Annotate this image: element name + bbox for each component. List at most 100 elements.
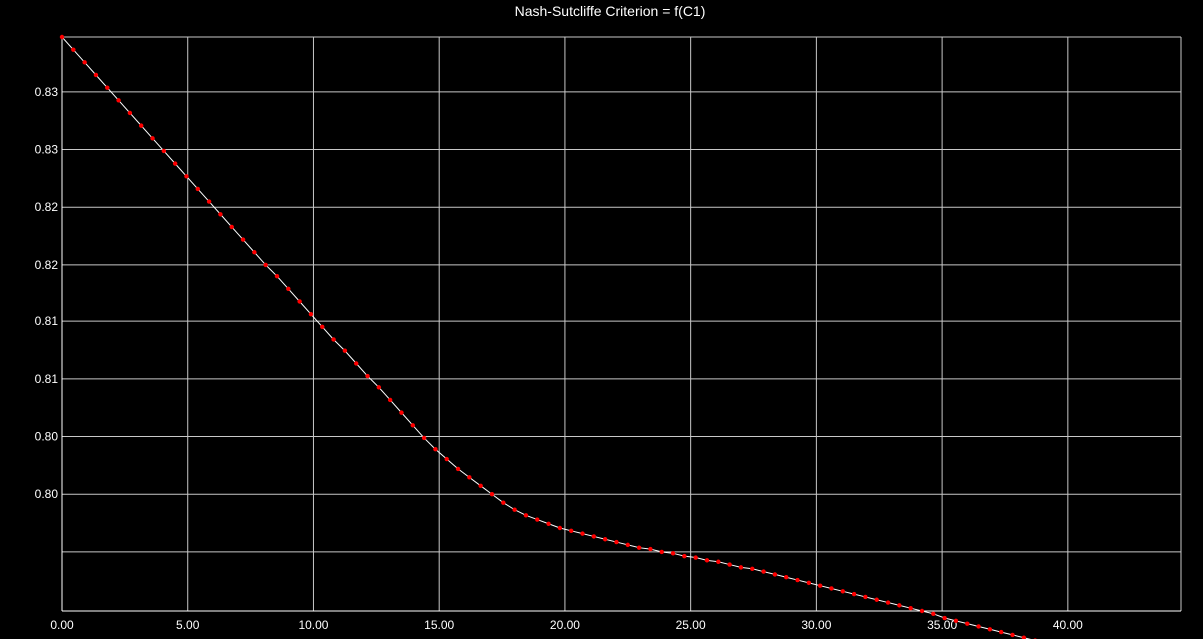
data-point xyxy=(965,621,970,626)
data-point xyxy=(71,47,76,52)
data-point xyxy=(535,517,540,522)
data-point xyxy=(59,34,65,40)
data-point xyxy=(455,466,461,472)
x-tick-label: 10.00 xyxy=(298,618,328,632)
data-point xyxy=(478,483,483,488)
data-point xyxy=(704,558,710,563)
data-point xyxy=(987,627,993,632)
data-point xyxy=(342,348,348,353)
data-point xyxy=(795,577,800,583)
data-point xyxy=(716,559,721,564)
data-point xyxy=(467,475,472,480)
series-line xyxy=(61,36,1032,639)
data-point xyxy=(942,615,947,621)
data-point xyxy=(1010,632,1015,638)
chart-title: Nash-Sutcliffe Criterion = f(C1) xyxy=(515,3,706,19)
data-point xyxy=(829,586,834,591)
data-point xyxy=(240,237,246,242)
data-point xyxy=(772,572,778,577)
y-tick-label: 0.80 xyxy=(35,430,59,444)
data-point xyxy=(727,562,732,567)
data-point xyxy=(127,110,133,116)
data-point xyxy=(569,528,574,534)
data-point xyxy=(421,435,427,441)
grid xyxy=(61,36,1182,611)
data-point xyxy=(636,545,642,550)
data-point xyxy=(444,456,449,462)
data-point xyxy=(150,136,155,141)
data-point xyxy=(738,565,744,570)
data-point xyxy=(682,553,687,559)
data-point xyxy=(659,549,664,555)
x-tick-label: 15.00 xyxy=(424,618,454,632)
data-point xyxy=(399,410,404,415)
data-point xyxy=(184,174,189,179)
x-tick-label: 25.00 xyxy=(676,618,706,632)
data-point xyxy=(139,123,144,128)
data-point xyxy=(750,566,755,571)
data-point xyxy=(817,583,823,588)
data-point xyxy=(648,546,653,552)
x-tick-label: 30.00 xyxy=(801,618,831,632)
data-point xyxy=(806,580,812,586)
data-point xyxy=(320,324,325,330)
data-point xyxy=(105,85,110,90)
data-point xyxy=(625,542,630,548)
data-point xyxy=(218,212,223,217)
data-point xyxy=(331,337,336,342)
data-point xyxy=(263,262,268,268)
data-point xyxy=(252,250,257,255)
data-point xyxy=(976,624,981,629)
series xyxy=(59,34,1037,639)
data-point xyxy=(874,597,879,602)
data-point xyxy=(501,500,506,505)
data-point xyxy=(308,311,314,317)
data-point xyxy=(557,525,563,531)
data-point xyxy=(602,537,608,542)
data-point xyxy=(82,60,87,65)
x-tick-label: 0.00 xyxy=(50,618,74,632)
data-point xyxy=(93,72,99,78)
data-point xyxy=(489,492,495,497)
data-point xyxy=(206,199,212,204)
y-tick-label: 0.81 xyxy=(35,314,59,328)
y-tick-label: 0.80 xyxy=(35,487,59,501)
axes xyxy=(61,37,1181,612)
data-point xyxy=(614,539,619,545)
y-tick-label: 0.83 xyxy=(35,143,59,157)
data-point xyxy=(919,608,925,614)
data-point xyxy=(229,224,234,230)
data-point xyxy=(195,186,200,192)
data-point xyxy=(410,423,415,428)
data-point xyxy=(376,385,382,390)
data-point xyxy=(580,531,585,536)
data-point xyxy=(116,98,121,103)
data-point xyxy=(885,600,891,605)
data-point xyxy=(354,361,359,366)
data-point xyxy=(863,594,868,600)
data-point xyxy=(761,569,766,574)
data-point xyxy=(433,447,438,452)
data-point xyxy=(840,589,845,594)
data-point xyxy=(908,605,913,611)
data-point xyxy=(897,603,902,608)
data-point xyxy=(161,148,167,154)
x-tick-label: 5.00 xyxy=(176,618,200,632)
x-tick-label: 20.00 xyxy=(550,618,580,632)
data-point xyxy=(931,611,936,617)
data-point xyxy=(591,534,597,539)
y-tick-label: 0.82 xyxy=(35,258,59,272)
data-point xyxy=(999,629,1004,635)
data-point xyxy=(365,373,370,379)
data-point xyxy=(286,286,291,292)
y-tick-label: 0.81 xyxy=(35,372,59,386)
data-point xyxy=(297,299,302,304)
y-tick-label: 0.83 xyxy=(35,85,59,99)
tick-labels: 0.00 5.00 10.00 15.00 20.00 25.00 30.00 35.00 40… xyxy=(35,85,1084,632)
x-tick-label: 40.00 xyxy=(1053,618,1083,632)
data-point xyxy=(1021,635,1027,639)
data-point xyxy=(387,397,393,403)
data-point xyxy=(784,575,789,580)
